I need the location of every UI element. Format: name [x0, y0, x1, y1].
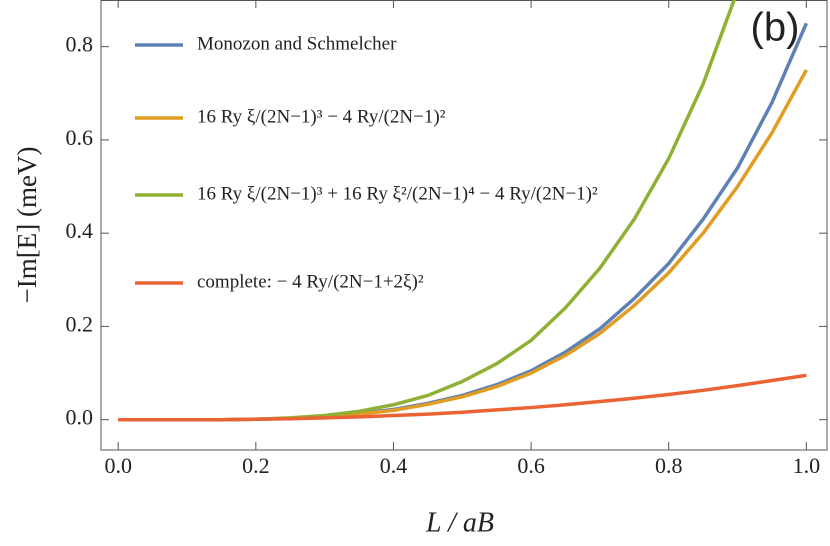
- series-line: [118, 373, 807, 422]
- x-tick-label: 0.0: [104, 453, 132, 478]
- y-tick-label: 0.6: [66, 125, 94, 150]
- x-tick-label: 0.8: [655, 453, 683, 478]
- panel-label: (b): [751, 6, 800, 50]
- legend-text: 16 Ry ξ/(2N−1)³ + 16 Ry ξ²/(2N−1)⁴ − 4 R…: [197, 183, 598, 204]
- series-line: [118, 0, 736, 422]
- plot-lines: [118, 0, 808, 422]
- legend-text: Monozon and Schmelcher: [197, 33, 397, 54]
- plot-frame: [100, 0, 828, 451]
- y-tick-label: 0.4: [66, 218, 94, 243]
- x-axis-label: L / aB: [425, 507, 494, 538]
- y-tick-label: 0.0: [66, 405, 94, 430]
- x-tick-label: 0.2: [242, 453, 270, 478]
- y-tick-label: 0.2: [66, 311, 94, 336]
- x-tick-label: 1.0: [793, 453, 821, 478]
- legend-text: complete: − 4 Ry/(2N−1+2ξ)²: [197, 271, 424, 292]
- legend-text: 16 Ry ξ/(2N−1)³ − 4 Ry/(2N−1)²: [197, 106, 446, 127]
- x-tick-label: 0.4: [380, 453, 408, 478]
- y-tick-label: 0.8: [66, 32, 94, 57]
- x-tick-label: 0.6: [517, 453, 545, 478]
- y-axis-label: −Im[E] (meV): [12, 147, 42, 304]
